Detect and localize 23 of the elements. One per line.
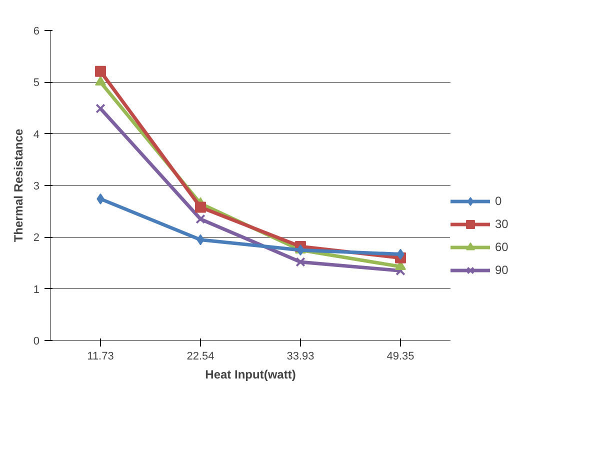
y-tick-label: 0 bbox=[33, 336, 40, 348]
point bbox=[196, 214, 206, 224]
x-tick-label: 49.35 bbox=[386, 350, 414, 362]
legend-label: 0 bbox=[495, 194, 503, 208]
y-tick-label: 6 bbox=[33, 26, 40, 38]
y-tick-label: 2 bbox=[33, 232, 40, 244]
y-tick-label: 3 bbox=[33, 180, 40, 192]
x-axis-title: Heat Input(watt) bbox=[205, 368, 296, 382]
y-axis-title: Thermal Resistance bbox=[11, 128, 26, 242]
point bbox=[195, 202, 206, 213]
legend-label: 30 bbox=[495, 217, 510, 231]
legend-label: 60 bbox=[495, 240, 510, 254]
x-tick-label: 33.93 bbox=[286, 350, 314, 362]
point bbox=[95, 76, 106, 86]
x-tick-label: 11.73 bbox=[87, 350, 114, 362]
point bbox=[96, 104, 106, 114]
point bbox=[296, 257, 306, 267]
legend-label: 90 bbox=[495, 263, 510, 277]
x-tick-label: 22.54 bbox=[186, 350, 214, 362]
y-tick-label: 1 bbox=[33, 284, 40, 296]
y-tick-label: 4 bbox=[33, 128, 40, 141]
point bbox=[95, 66, 106, 77]
y-tick-label: 5 bbox=[33, 77, 40, 90]
